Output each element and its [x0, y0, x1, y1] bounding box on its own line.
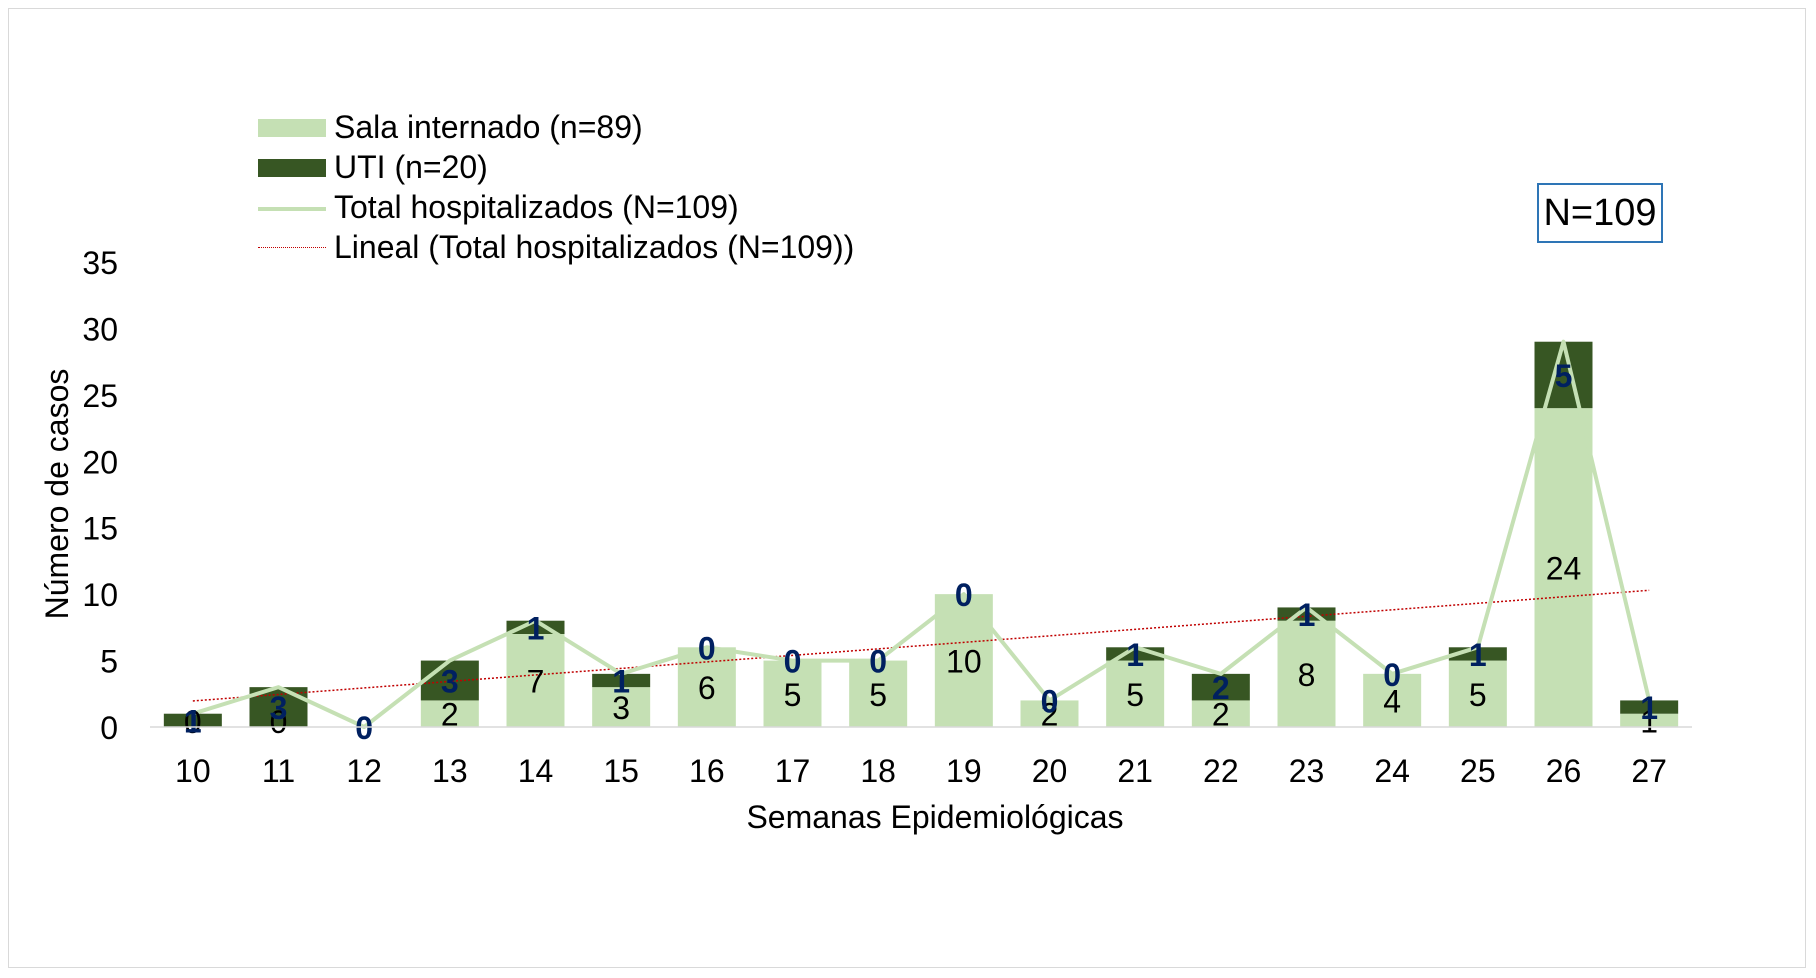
y-axis-title: Número de casos	[39, 369, 75, 620]
bar-sala-20	[1020, 700, 1079, 727]
bar-sala-13	[420, 700, 479, 727]
x-tick-label-18: 18	[860, 753, 896, 789]
y-tick-label-25: 25	[82, 378, 118, 414]
legend-item-sala: Sala internado (n=89)	[258, 108, 958, 146]
y-tick-label-0: 0	[100, 710, 118, 746]
data-label-uti-25: 1	[1469, 637, 1487, 673]
x-tick-label-26: 26	[1546, 753, 1582, 789]
total-annotation-box: N=109	[1537, 183, 1663, 243]
data-label-sala-27: 1	[1640, 703, 1658, 739]
legend-swatch-sala	[258, 119, 326, 137]
y-tick-label-5: 5	[100, 644, 118, 680]
legend-label-uti: UTI (n=20)	[334, 149, 488, 185]
y-tick-label-35: 35	[82, 245, 118, 281]
data-label-sala-22: 2	[1212, 697, 1230, 733]
data-label-uti-27: 1	[1640, 690, 1658, 726]
bar-sala-17	[763, 660, 822, 727]
bar-uti-22	[1191, 673, 1250, 701]
x-tick-label-13: 13	[432, 753, 468, 789]
data-label-uti-10: 1	[184, 703, 202, 739]
legend-item-lineal: Lineal (Total hospitalizados (N=109))	[258, 228, 958, 266]
data-label-sala-20: 2	[1041, 697, 1059, 733]
bar-sala-23	[1277, 620, 1336, 727]
x-tick-label-17: 17	[775, 753, 811, 789]
data-label-uti-18: 0	[869, 644, 887, 680]
legend-item-total: Total hospitalizados (N=109)	[258, 188, 958, 226]
y-tick-label-20: 20	[82, 444, 118, 480]
data-label-sala-13: 2	[441, 697, 459, 733]
data-label-uti-14: 1	[527, 610, 545, 646]
data-label-uti-15: 1	[612, 664, 630, 700]
x-tick-label-27: 27	[1631, 753, 1667, 789]
y-tick-label-30: 30	[82, 311, 118, 347]
legend-line-total	[258, 207, 326, 211]
chart-frame	[8, 8, 1806, 968]
data-label-uti-19: 0	[955, 577, 973, 613]
data-label-sala-19: 10	[946, 644, 982, 680]
bar-uti-10	[163, 713, 222, 727]
x-tick-label-21: 21	[1117, 753, 1153, 789]
x-tick-label-15: 15	[603, 753, 639, 789]
x-tick-label-11: 11	[262, 753, 295, 789]
bar-sala-26	[1534, 408, 1593, 727]
bar-sala-21	[1106, 660, 1165, 727]
bar-sala-27	[1620, 713, 1679, 727]
data-label-uti-24: 0	[1383, 657, 1401, 693]
bar-uti-26	[1534, 341, 1593, 409]
data-label-sala-21: 5	[1126, 677, 1144, 713]
x-axis-title: Semanas Epidemiológicas	[746, 799, 1123, 835]
x-tick-label-14: 14	[518, 753, 554, 789]
bar-uti-15	[592, 673, 651, 688]
trendline-total	[192, 589, 1650, 702]
legend-label-sala: Sala internado (n=89)	[334, 109, 643, 145]
data-label-uti-11: 3	[270, 690, 288, 726]
x-tick-label-12: 12	[346, 753, 382, 789]
bar-sala-22	[1191, 700, 1250, 727]
legend-item-uti: UTI (n=20)	[258, 148, 958, 186]
data-label-sala-14: 7	[527, 664, 545, 700]
data-label-uti-23: 1	[1298, 597, 1316, 633]
x-tick-label-22: 22	[1203, 753, 1239, 789]
x-tick-label-10: 10	[175, 753, 211, 789]
data-label-uti-26: 5	[1555, 358, 1573, 394]
legend-label-total: Total hospitalizados (N=109)	[334, 189, 739, 225]
legend-label-lineal: Lineal (Total hospitalizados (N=109))	[334, 229, 855, 265]
data-label-uti-13: 3	[441, 664, 459, 700]
x-tick-label-24: 24	[1374, 753, 1410, 789]
bar-sala-24	[1363, 673, 1422, 727]
bar-sala-14	[506, 634, 565, 727]
data-label-sala-10: 0	[184, 704, 202, 740]
data-label-sala-15: 3	[612, 690, 630, 726]
legend-swatch-uti	[258, 159, 326, 177]
data-label-sala-23: 8	[1298, 657, 1316, 693]
y-tick-label-15: 15	[82, 511, 118, 547]
y-tick-label-10: 10	[82, 577, 118, 613]
data-label-uti-16: 0	[698, 630, 716, 666]
line-total-hospitalizados	[192, 339, 1652, 729]
data-label-sala-16: 6	[698, 670, 716, 706]
bar-sala-18	[849, 660, 908, 727]
x-tick-label-20: 20	[1032, 753, 1068, 789]
data-label-sala-26: 24	[1546, 551, 1582, 587]
data-label-uti-22: 2	[1212, 670, 1230, 706]
data-label-sala-24: 4	[1383, 683, 1401, 719]
data-label-uti-17: 0	[784, 644, 802, 680]
data-label-sala-17: 5	[784, 677, 802, 713]
x-tick-label-16: 16	[689, 753, 725, 789]
bar-sala-16	[677, 647, 736, 727]
x-tick-label-19: 19	[946, 753, 982, 789]
data-label-sala-25: 5	[1469, 677, 1487, 713]
legend-line-lineal	[258, 247, 326, 248]
x-tick-label-25: 25	[1460, 753, 1496, 789]
data-label-uti-12: 0	[355, 710, 373, 746]
data-label-sala-18: 5	[869, 677, 887, 713]
bar-sala-25	[1448, 660, 1507, 727]
bar-sala-15	[592, 687, 651, 727]
data-label-uti-20: 0	[1041, 683, 1059, 719]
x-tick-label-23: 23	[1289, 753, 1325, 789]
bar-uti-27	[1620, 700, 1679, 714]
data-label-sala-11: 0	[270, 704, 288, 740]
data-label-uti-21: 1	[1126, 637, 1144, 673]
